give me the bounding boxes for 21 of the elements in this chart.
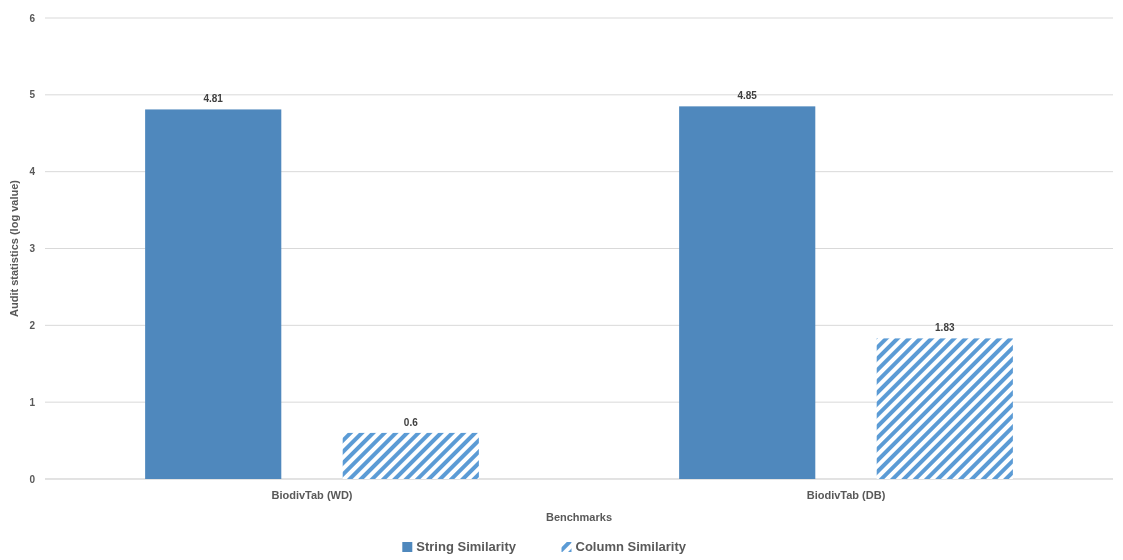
x-tick-label: BiodivTab (DB) xyxy=(806,489,886,501)
bar xyxy=(876,338,1013,479)
y-tick-label: 5 xyxy=(29,89,36,101)
y-tick-label: 6 xyxy=(29,12,36,24)
x-tick-label: BiodivTab (WD) xyxy=(271,489,353,501)
legend-label: String Similarity xyxy=(416,539,517,554)
y-axis-title: Audit statistics (log value) xyxy=(8,179,20,317)
data-label: 0.6 xyxy=(403,416,419,428)
bar xyxy=(342,432,479,479)
legend-label: Column Similarity xyxy=(575,539,687,554)
y-tick-label: 4 xyxy=(29,166,36,178)
x-axis-title: Benchmarks xyxy=(545,511,613,523)
y-tick-label: 0 xyxy=(29,473,36,485)
data-label: 4.85 xyxy=(737,90,758,102)
y-tick-label: 2 xyxy=(29,319,36,331)
y-tick-label: 1 xyxy=(29,396,36,408)
data-label: 1.83 xyxy=(935,322,955,334)
y-tick-label: 3 xyxy=(29,243,36,254)
data-label: 4.81 xyxy=(203,93,224,105)
bar xyxy=(145,109,282,479)
bar xyxy=(679,106,816,479)
